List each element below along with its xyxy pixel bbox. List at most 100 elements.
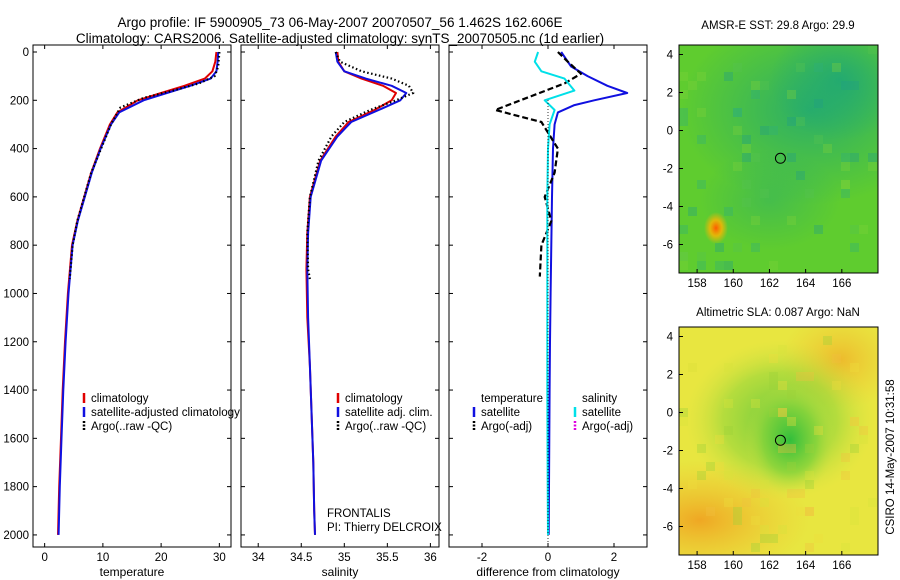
map-cell [805, 189, 814, 198]
y-tick-label: 1600 [3, 433, 29, 445]
map-cell [742, 180, 751, 189]
map-cell [724, 261, 733, 270]
y-tick-label: 1800 [3, 482, 29, 494]
map-cell [787, 216, 796, 225]
x-tick-label: 20 [155, 552, 168, 564]
y-tick-label: 1200 [3, 337, 29, 349]
map-cell [841, 153, 850, 162]
series-line [305, 51, 397, 535]
x-axis-label: temperature [100, 565, 165, 579]
difference-legend: temperature satellite Argo(-adj) salinit… [472, 393, 633, 433]
series-group [305, 51, 415, 535]
map-cell [697, 252, 706, 261]
map-cell [742, 144, 751, 153]
temperature-legend: climatology satellite-adjusted climatolo… [82, 393, 240, 433]
x-tick-label: 30 [213, 552, 226, 564]
map-cell [841, 180, 850, 189]
map-cell [787, 153, 796, 162]
map-cell [724, 72, 733, 81]
map-cell [751, 243, 760, 252]
map-cell [859, 426, 868, 435]
map-cell [796, 171, 805, 180]
map-cell [751, 489, 760, 498]
map-cell [769, 408, 778, 417]
map-cell [742, 153, 751, 162]
y-tick-label: 200 [10, 95, 29, 107]
map-y-tick-label: -2 [663, 446, 673, 458]
map-cell [778, 381, 787, 390]
map-cell [805, 507, 814, 516]
figure-title-line1: Argo profile: IF 5900905_73 06-May-2007 … [117, 15, 562, 30]
map-cell [760, 81, 769, 90]
legend-label-argo: Argo(..raw -QC) [345, 421, 426, 433]
map-cell [850, 417, 859, 426]
x-axis-label: salinity [322, 565, 359, 579]
map-cell [679, 225, 688, 234]
map-cell [787, 417, 796, 426]
series-layer [57, 51, 629, 535]
map-cell [760, 525, 769, 534]
legend-label-satellite: satellite-adjusted climatology [91, 407, 240, 419]
map-cell [679, 408, 688, 417]
x-tick-label: 36 [424, 552, 437, 564]
sst-map-image [679, 45, 878, 273]
map-cell [841, 162, 850, 171]
map-cell [751, 153, 760, 162]
map-cell [868, 498, 877, 507]
map-y-tick-label: 4 [667, 50, 674, 62]
y-tick-label: 600 [10, 192, 29, 204]
map-cell [733, 162, 742, 171]
map-cell [724, 207, 733, 216]
map-cell [868, 45, 877, 54]
legend-label-argo: Argo(..raw -QC) [91, 421, 172, 433]
map-cell [814, 225, 823, 234]
series-group [57, 51, 221, 535]
map-cell [733, 507, 742, 516]
map-cell [850, 243, 859, 252]
map-cell [751, 216, 760, 225]
map-cell [814, 426, 823, 435]
map-cell [733, 63, 742, 72]
map-cell [778, 408, 787, 417]
map-cell [823, 144, 832, 153]
legend-label-temp-satellite: satellite [481, 407, 520, 419]
map-cell [832, 63, 841, 72]
series-line [547, 51, 629, 535]
y-tick-label: 400 [10, 144, 29, 156]
map-cell [787, 117, 796, 126]
map-cell [850, 81, 859, 90]
pi-annotation: PI: Thierry DELCROIX [327, 522, 442, 534]
map-x-tick-label: 166 [832, 278, 851, 290]
map-cell [778, 525, 787, 534]
map-cell [679, 261, 688, 270]
map-cell [715, 243, 724, 252]
map-cell [778, 345, 787, 354]
map-cell [805, 372, 814, 381]
map-cell [787, 390, 796, 399]
map-cell [814, 135, 823, 144]
map-cell [787, 462, 796, 471]
map-cell [859, 225, 868, 234]
map-cell [769, 381, 778, 390]
map-cell [697, 261, 706, 270]
x-tick-label: 10 [96, 552, 109, 564]
map-cell [769, 261, 778, 270]
map-cell [733, 516, 742, 525]
map-cell [787, 444, 796, 453]
y-tick-label: 800 [10, 240, 29, 252]
map-cell [724, 471, 733, 480]
map-x-tick-label: 160 [724, 278, 743, 290]
map-cell [841, 189, 850, 198]
map-cell [679, 252, 688, 261]
y-tick-label: 1000 [3, 288, 29, 300]
legend-label-climatology: climatology [91, 393, 149, 405]
map-cell [841, 180, 850, 189]
map-axes-layer: 158 160 162 164 166 -6 -4 -2 0 2 4 158 160 162 164 166 -… [663, 50, 852, 573]
map-y-tick-label: 0 [667, 126, 673, 138]
map-y-tick-label: -6 [663, 240, 673, 252]
legend-heading-temperature: temperature [481, 393, 543, 405]
x-tick-label: 2 [611, 552, 617, 564]
y-tick-label: 2000 [3, 530, 29, 542]
map-cell [733, 126, 742, 135]
